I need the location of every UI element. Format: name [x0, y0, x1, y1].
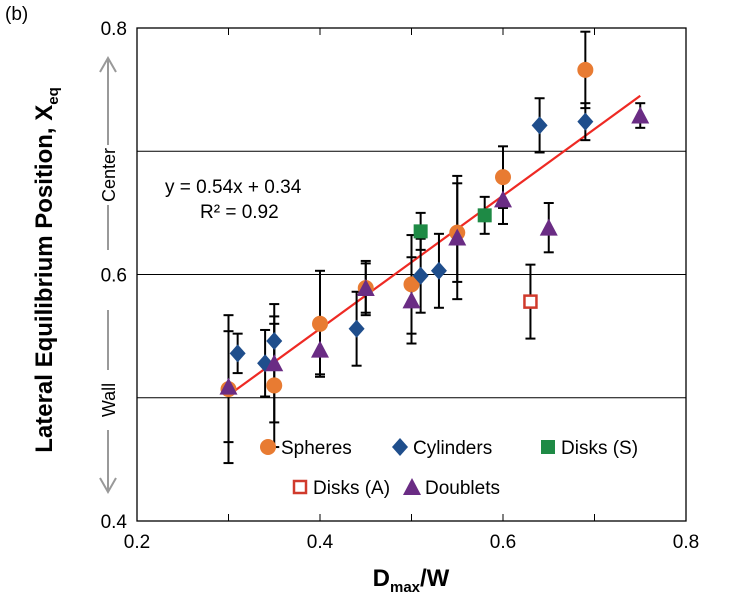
y-tick-label: 0.6 [101, 266, 127, 287]
y-axis-label: Lateral Equilibrium Position, Xeq [31, 87, 62, 453]
legend-label: Cylinders [413, 438, 492, 459]
legend-marker [541, 440, 555, 454]
wall-label: Wall [99, 383, 119, 417]
cylinders-point [577, 112, 594, 131]
x-tick-label: 0.8 [673, 532, 699, 553]
cylinders-point [266, 332, 283, 351]
fit-r2: R² = 0.92 [200, 202, 279, 223]
y-tick-label: 0.8 [101, 19, 127, 40]
x-tick-label: 0.2 [124, 532, 150, 553]
panel-label: (b) [5, 4, 28, 25]
doublets-point [402, 291, 421, 309]
cylinders-point [229, 344, 246, 363]
spheres-point [495, 169, 511, 186]
disks-s-point [413, 224, 428, 239]
spheres-point [266, 377, 283, 394]
fit-equation: y = 0.54x + 0.34 [165, 177, 302, 198]
doublets-point [494, 190, 512, 208]
x-axis-label: Dmax/W [373, 565, 450, 596]
cylinders-point [430, 261, 447, 280]
cylinders-point [348, 319, 365, 338]
y-tick-label: 0.4 [101, 512, 128, 533]
fit-line [227, 94, 641, 397]
doublets-point [356, 279, 375, 297]
cylinders-point [412, 266, 429, 285]
doublets-point [539, 218, 558, 236]
spheres-point [577, 61, 594, 78]
disks-a-point [523, 294, 538, 309]
legend-marker [292, 479, 308, 495]
legend-marker [392, 438, 408, 456]
doublets-point [311, 340, 329, 358]
center-arrow [99, 55, 117, 495]
legend-label: Disks (A) [313, 478, 390, 499]
legend-label: Disks (S) [561, 438, 638, 459]
doublets-point [448, 228, 467, 246]
doublets-point [631, 106, 650, 124]
doublets-point [265, 354, 284, 372]
doublets-point [219, 377, 238, 395]
x-tick-label: 0.4 [307, 532, 334, 553]
x-tick-label: 0.6 [490, 532, 516, 553]
legend-label: Doublets [425, 478, 500, 499]
legend-marker [403, 478, 421, 495]
center-label: Center [99, 148, 119, 202]
legend: Spheres Cylinders Disks (S) Disks (A) Double… [260, 438, 638, 499]
spheres-point [312, 315, 328, 332]
legend-label: Spheres [281, 438, 352, 459]
spheres-point [403, 276, 420, 293]
legend-marker [260, 439, 276, 455]
cylinders-point [531, 116, 548, 135]
disks-s-point [477, 208, 492, 223]
